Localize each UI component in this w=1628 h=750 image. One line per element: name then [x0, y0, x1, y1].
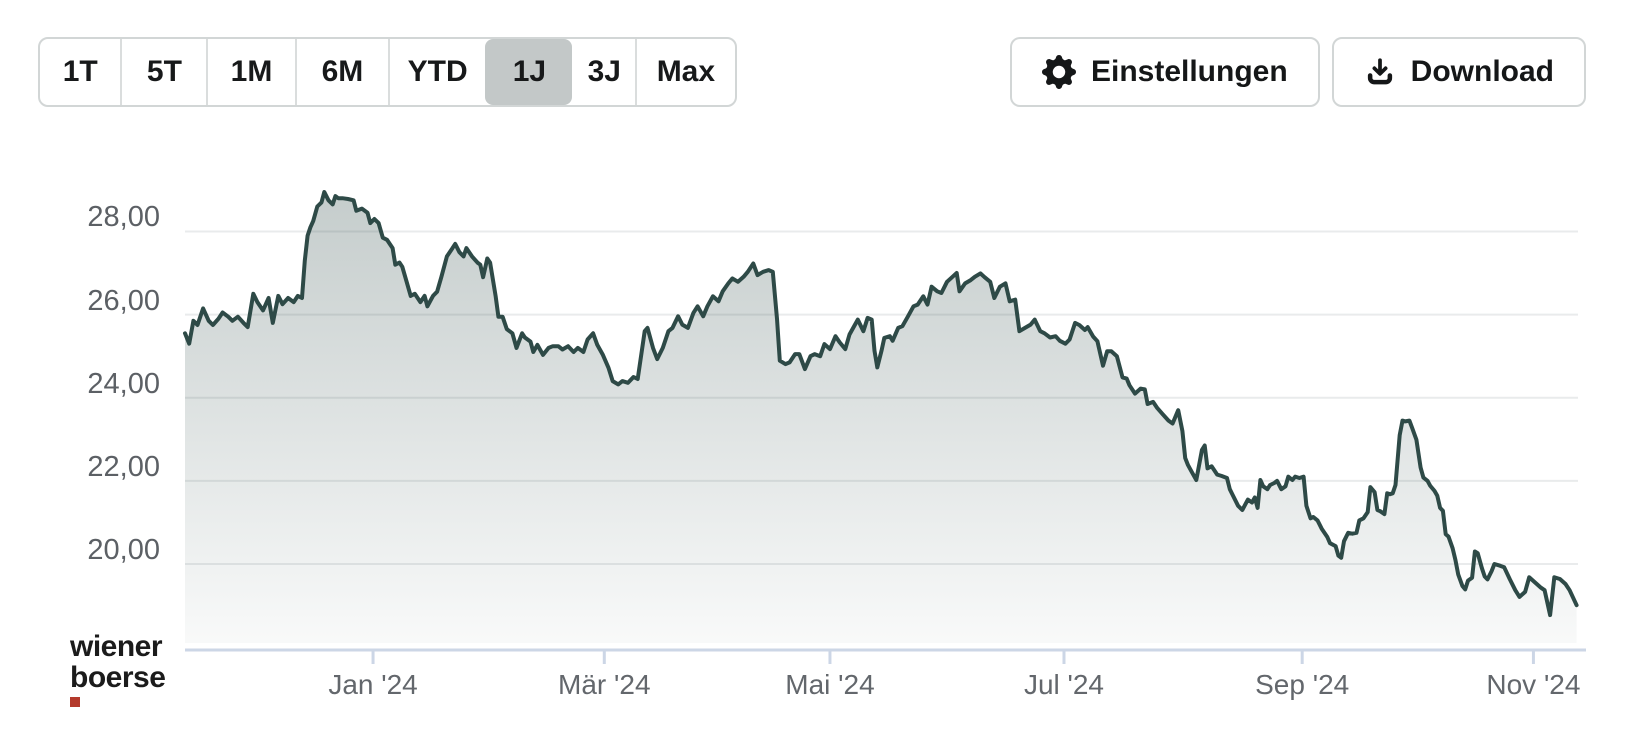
logo-red-square	[70, 697, 80, 707]
toolbar-actions: Einstellungen Download	[1009, 37, 1586, 107]
range-button-1j[interactable]: 1J	[485, 39, 572, 105]
range-button-6m[interactable]: 6M	[294, 39, 388, 105]
x-axis-label: Jul '24	[1023, 669, 1104, 700]
range-button-1m[interactable]: 1M	[206, 39, 294, 105]
toolbar: 1T 5T 1M 6M YTD 1J 3J Max Einstellungen	[0, 0, 1628, 120]
logo-line-1: wiener	[70, 630, 163, 663]
x-axis-label: Sep '24	[1255, 669, 1350, 700]
download-button-label: Download	[1410, 55, 1554, 88]
settings-button[interactable]: Einstellungen	[1009, 37, 1320, 107]
wiener-boerse-logo: wiener boerse	[70, 630, 166, 707]
settings-button-label: Einstellungen	[1090, 55, 1288, 88]
x-axis-label: Nov '24	[1486, 669, 1581, 700]
range-button-1t[interactable]: 1T	[40, 39, 120, 105]
range-selector: 1T 5T 1M 6M YTD 1J 3J Max	[38, 37, 737, 107]
download-icon	[1364, 56, 1396, 88]
download-button[interactable]: Download	[1331, 37, 1586, 107]
y-axis-label: 22,00	[87, 450, 160, 483]
x-axis-label: Mär '24	[558, 669, 651, 700]
x-axis-label: Mai '24	[785, 669, 875, 700]
range-button-3j[interactable]: 3J	[572, 39, 635, 105]
y-axis-label: 28,00	[87, 201, 160, 234]
range-button-5t[interactable]: 5T	[120, 39, 206, 105]
y-axis-label: 26,00	[87, 284, 160, 317]
logo-line-2: boerse	[70, 661, 166, 694]
y-axis-label: 24,00	[87, 367, 160, 400]
range-button-max[interactable]: Max	[634, 39, 735, 105]
gear-icon	[1041, 55, 1076, 89]
y-axis-label: 20,00	[87, 534, 160, 567]
x-axis-label: Jan '24	[328, 669, 418, 700]
range-button-ytd[interactable]: YTD	[388, 39, 485, 105]
